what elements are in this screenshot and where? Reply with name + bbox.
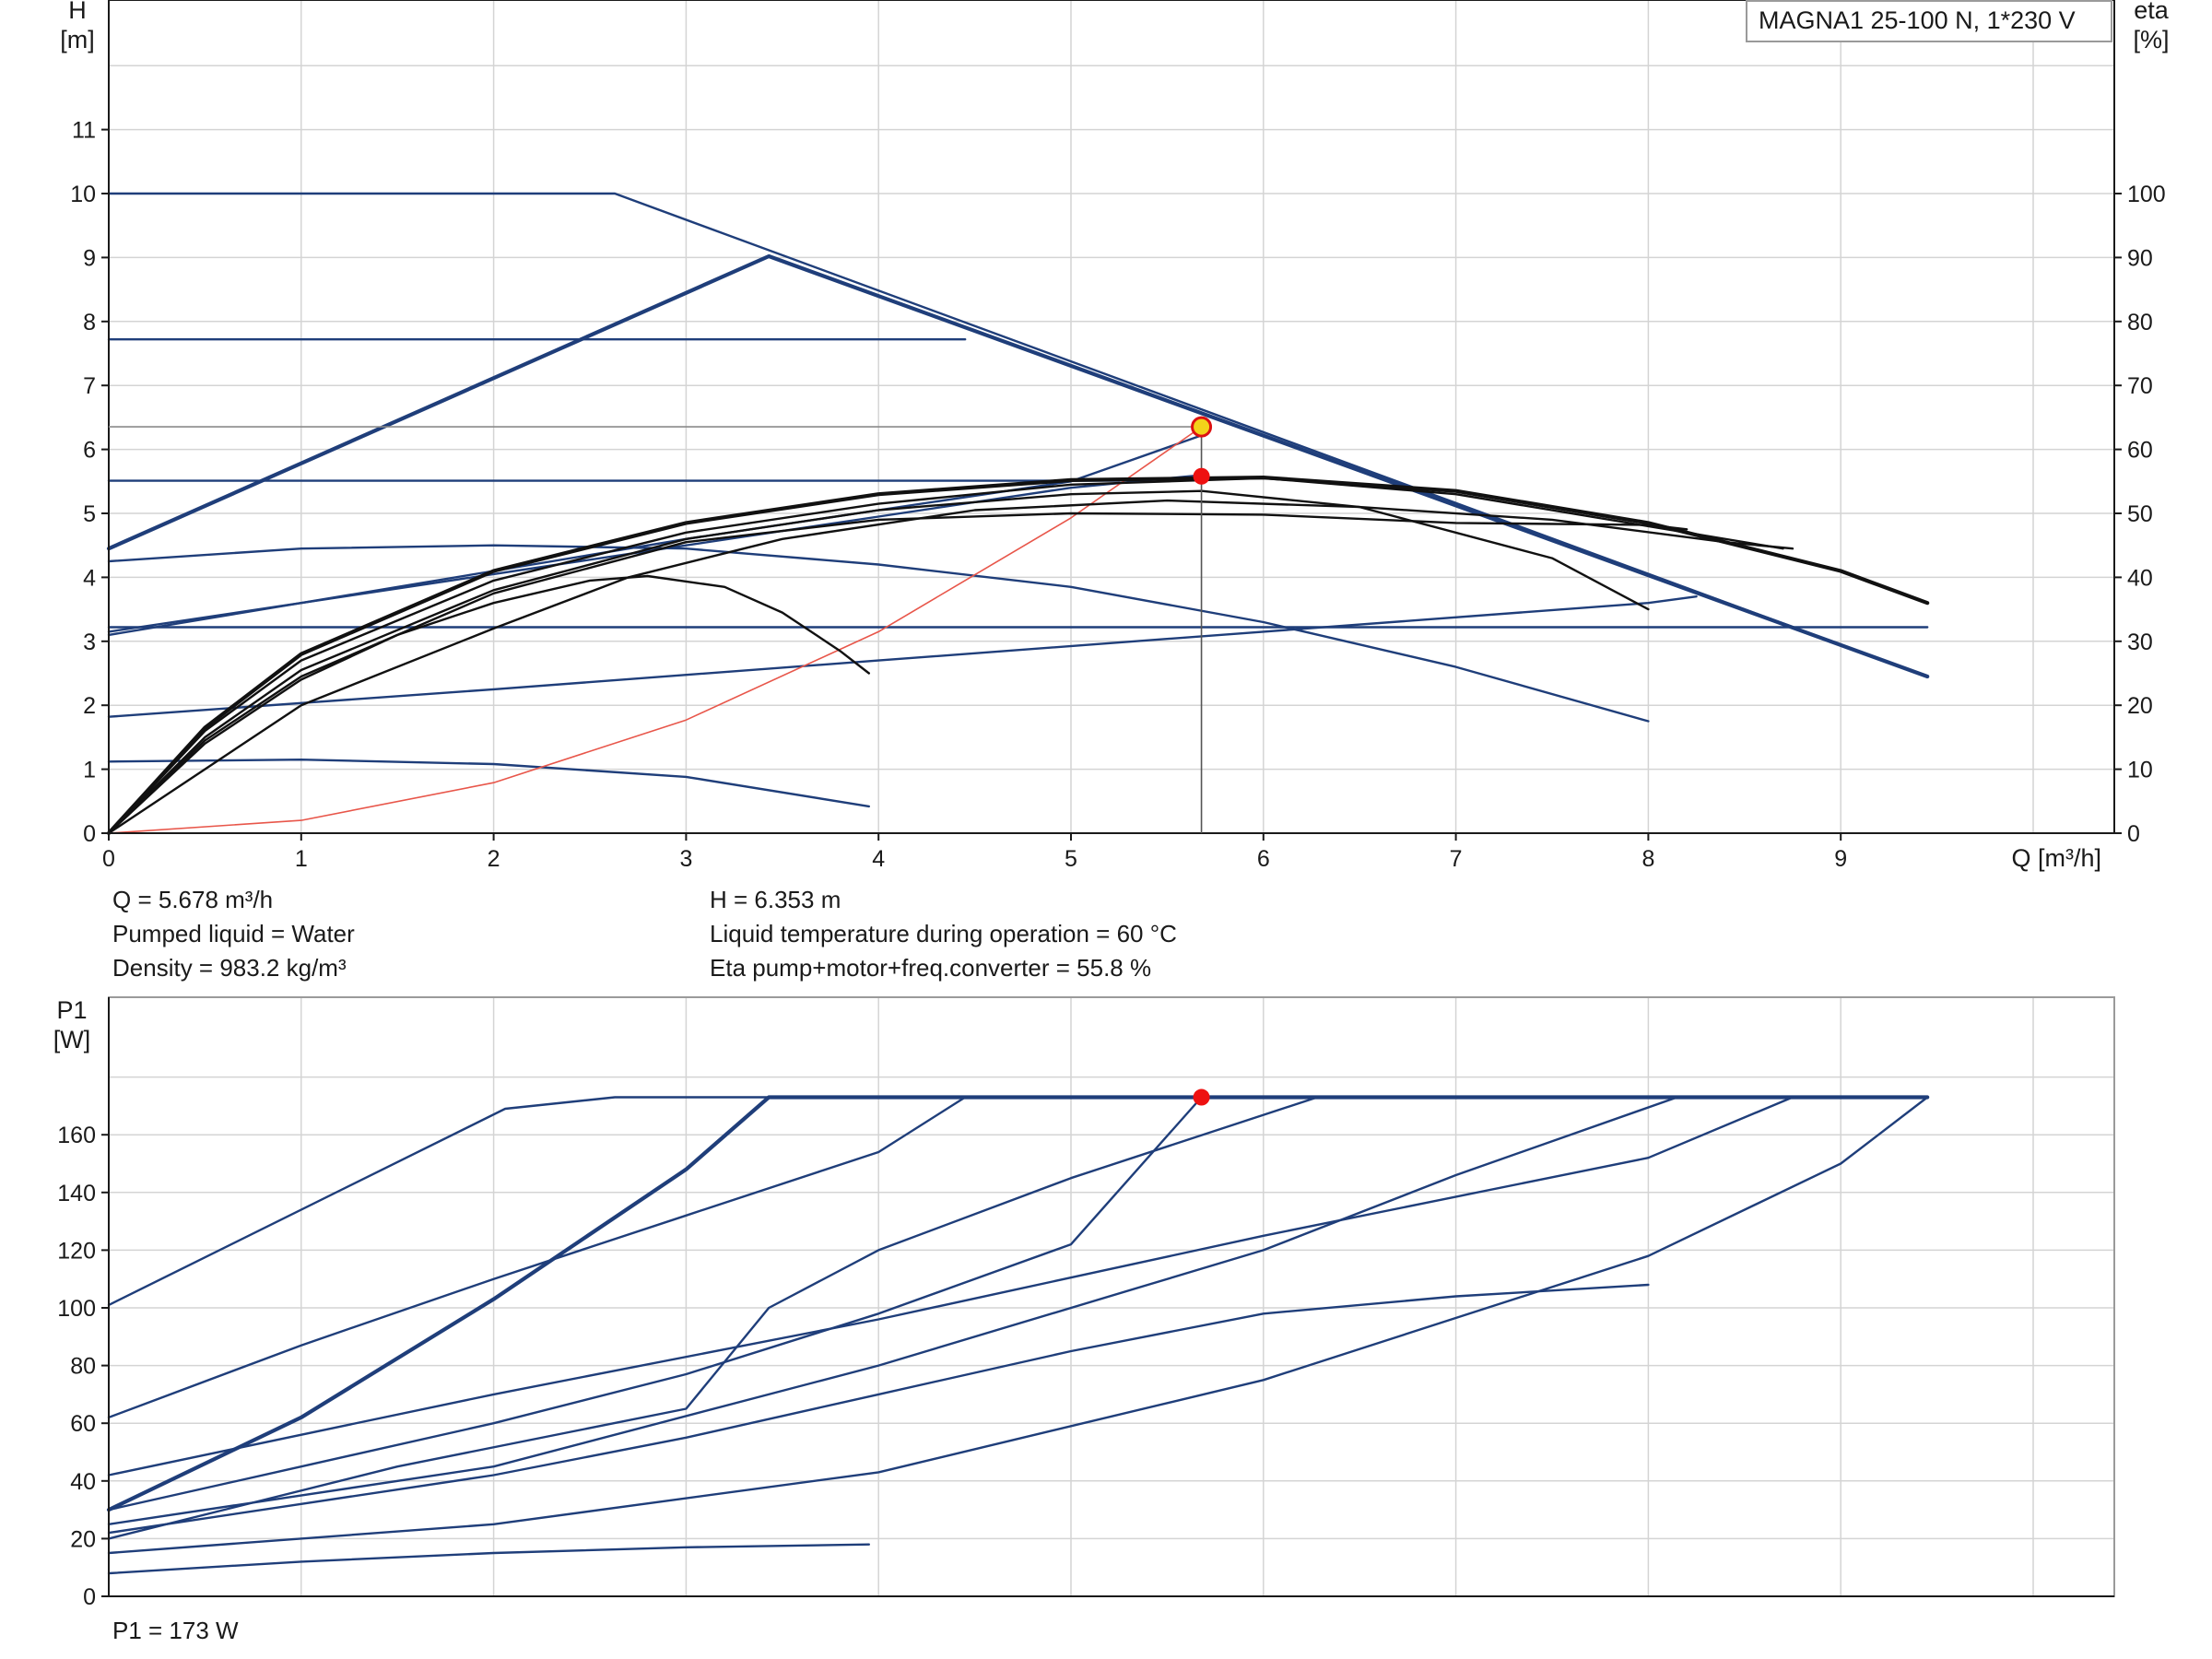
power-chart-series bbox=[106, 1095, 1930, 1575]
power-series-curve-6 bbox=[107, 1096, 1678, 1525]
head-series-curve-6 bbox=[107, 544, 1650, 723]
head-chart-grid bbox=[109, 0, 2114, 833]
readout-head: H = 6.353 m bbox=[710, 886, 841, 913]
y-tick-label: 9 bbox=[83, 245, 96, 271]
head-chart-series bbox=[106, 192, 1930, 836]
y2-tick-label: 90 bbox=[2127, 245, 2153, 271]
y-tick-label: 4 bbox=[83, 565, 96, 591]
y-tick-label: 120 bbox=[57, 1238, 96, 1264]
power-series-curve-1 bbox=[107, 1096, 1929, 1307]
y-tick-label: 100 bbox=[57, 1296, 96, 1322]
operating-point-head-marker bbox=[1191, 416, 1213, 438]
y2-tick-label: 70 bbox=[2127, 373, 2153, 399]
x-tick-label: 7 bbox=[1450, 846, 1463, 872]
y-tick-label: 0 bbox=[83, 821, 96, 847]
head-series-eta-12 bbox=[107, 574, 870, 835]
power-series-curve-bold-2 bbox=[106, 1095, 1930, 1512]
y2-tick-label: 20 bbox=[2127, 693, 2153, 719]
power-series-curve-8 bbox=[107, 1096, 1929, 1555]
y2-tick-label: 10 bbox=[2127, 758, 2153, 783]
readout-efficiency: Eta pump+motor+freq.converter = 55.8 % bbox=[710, 954, 1152, 982]
power-series-curve-10 bbox=[107, 1096, 1319, 1540]
x-tick-label: 0 bbox=[102, 846, 115, 872]
y2-tick-label: 100 bbox=[2127, 182, 2166, 207]
x-axis-label: Q [m³/h] bbox=[2011, 844, 2101, 872]
head-series-eta-15 bbox=[107, 477, 1784, 835]
y2-tick-label: 80 bbox=[2127, 310, 2153, 335]
head-series-curve-10 bbox=[107, 434, 1204, 637]
y-tick-label: 11 bbox=[72, 118, 96, 144]
readout-flow: Q = 5.678 m³/h bbox=[112, 886, 274, 913]
y-tick-label: 140 bbox=[57, 1181, 96, 1206]
x-tick-label: 4 bbox=[872, 846, 885, 872]
operating-point-eta-marker bbox=[1193, 467, 1210, 485]
y-tick-label: 2 bbox=[83, 693, 96, 719]
y-tick-label: 7 bbox=[83, 373, 96, 399]
y-tick-label: 1 bbox=[83, 758, 96, 783]
x-tick-label: 5 bbox=[1065, 846, 1077, 872]
head-series-curve-bold-2 bbox=[106, 253, 1930, 679]
power-series-curve-9 bbox=[107, 1543, 870, 1575]
power-series-curve-7 bbox=[107, 1283, 1650, 1535]
y-tick-label: 3 bbox=[83, 629, 96, 655]
head-series-system-11 bbox=[108, 426, 1203, 834]
head-chart-axes: 0 1 2 3 4 5 6 7 8 9 10 11 0 10 20 30 40 50 60 70 80 90 100 0 1 2 3… bbox=[60, 0, 2170, 872]
power-series-curve-4 bbox=[107, 1096, 1794, 1477]
power-series-curve-5 bbox=[107, 1096, 1203, 1512]
operating-point-power-marker bbox=[1193, 1088, 1210, 1106]
y-tick-label: 80 bbox=[70, 1354, 96, 1380]
y-tick-label: 40 bbox=[70, 1469, 96, 1495]
head-series-eta-14 bbox=[107, 512, 1688, 835]
head-series-curve-9 bbox=[107, 595, 1698, 718]
head-series-eta-13 bbox=[107, 489, 1650, 835]
power-chart-axes: 0 20 40 60 80 100 120 140 160 P1 [W] bbox=[53, 996, 2115, 1610]
x-tick-label: 1 bbox=[295, 846, 308, 872]
x-tick-label: 6 bbox=[1257, 846, 1270, 872]
operating-point-markers bbox=[109, 416, 1213, 1106]
y-tick-label: 8 bbox=[83, 310, 96, 335]
y-tick-label: 160 bbox=[57, 1123, 96, 1148]
y-tick-label: 6 bbox=[83, 438, 96, 464]
x-tick-label: 2 bbox=[488, 846, 500, 872]
power-series-curve-3 bbox=[107, 1096, 967, 1419]
y2-tick-label: 30 bbox=[2127, 629, 2153, 655]
head-series-curve-1 bbox=[107, 192, 1929, 678]
y-tick-label: 5 bbox=[83, 501, 96, 527]
y-tick-label: 0 bbox=[83, 1584, 96, 1610]
y2-tick-label: 40 bbox=[2127, 565, 2153, 591]
y-tick-label: 10 bbox=[70, 182, 96, 207]
readout-power: P1 = 173 W bbox=[112, 1617, 239, 1644]
x-tick-label: 3 bbox=[679, 846, 692, 872]
y-axis-label: H [m] bbox=[60, 0, 95, 53]
y2-tick-label: 60 bbox=[2127, 438, 2153, 464]
chart-legend: MAGNA1 25-100 N, 1*230 V bbox=[1746, 0, 2112, 42]
head-series-eta-17 bbox=[107, 499, 1794, 835]
readout-liquid-temperature: Liquid temperature during operation = 60… bbox=[710, 920, 1177, 947]
y2-tick-label: 0 bbox=[2127, 821, 2140, 847]
readout-right: H = 6.353 m Liquid temperature during op… bbox=[710, 883, 1177, 985]
head-series-eta-bold-16 bbox=[106, 476, 1930, 836]
readout-pumped-liquid: Pumped liquid = Water bbox=[112, 920, 355, 947]
readout-left: Q = 5.678 m³/h Pumped liquid = Water Den… bbox=[112, 883, 355, 985]
head-series-curve-7 bbox=[107, 759, 870, 808]
y-axis-label: P1 [W] bbox=[53, 996, 91, 1053]
y2-axis-label: eta [%] bbox=[2133, 0, 2169, 53]
y-tick-label: 20 bbox=[70, 1526, 96, 1552]
y-tick-label: 60 bbox=[70, 1411, 96, 1437]
x-tick-label: 8 bbox=[1641, 846, 1654, 872]
x-tick-label: 9 bbox=[1834, 846, 1847, 872]
readout-density: Density = 983.2 kg/m³ bbox=[112, 954, 347, 982]
y2-tick-label: 50 bbox=[2127, 501, 2153, 527]
